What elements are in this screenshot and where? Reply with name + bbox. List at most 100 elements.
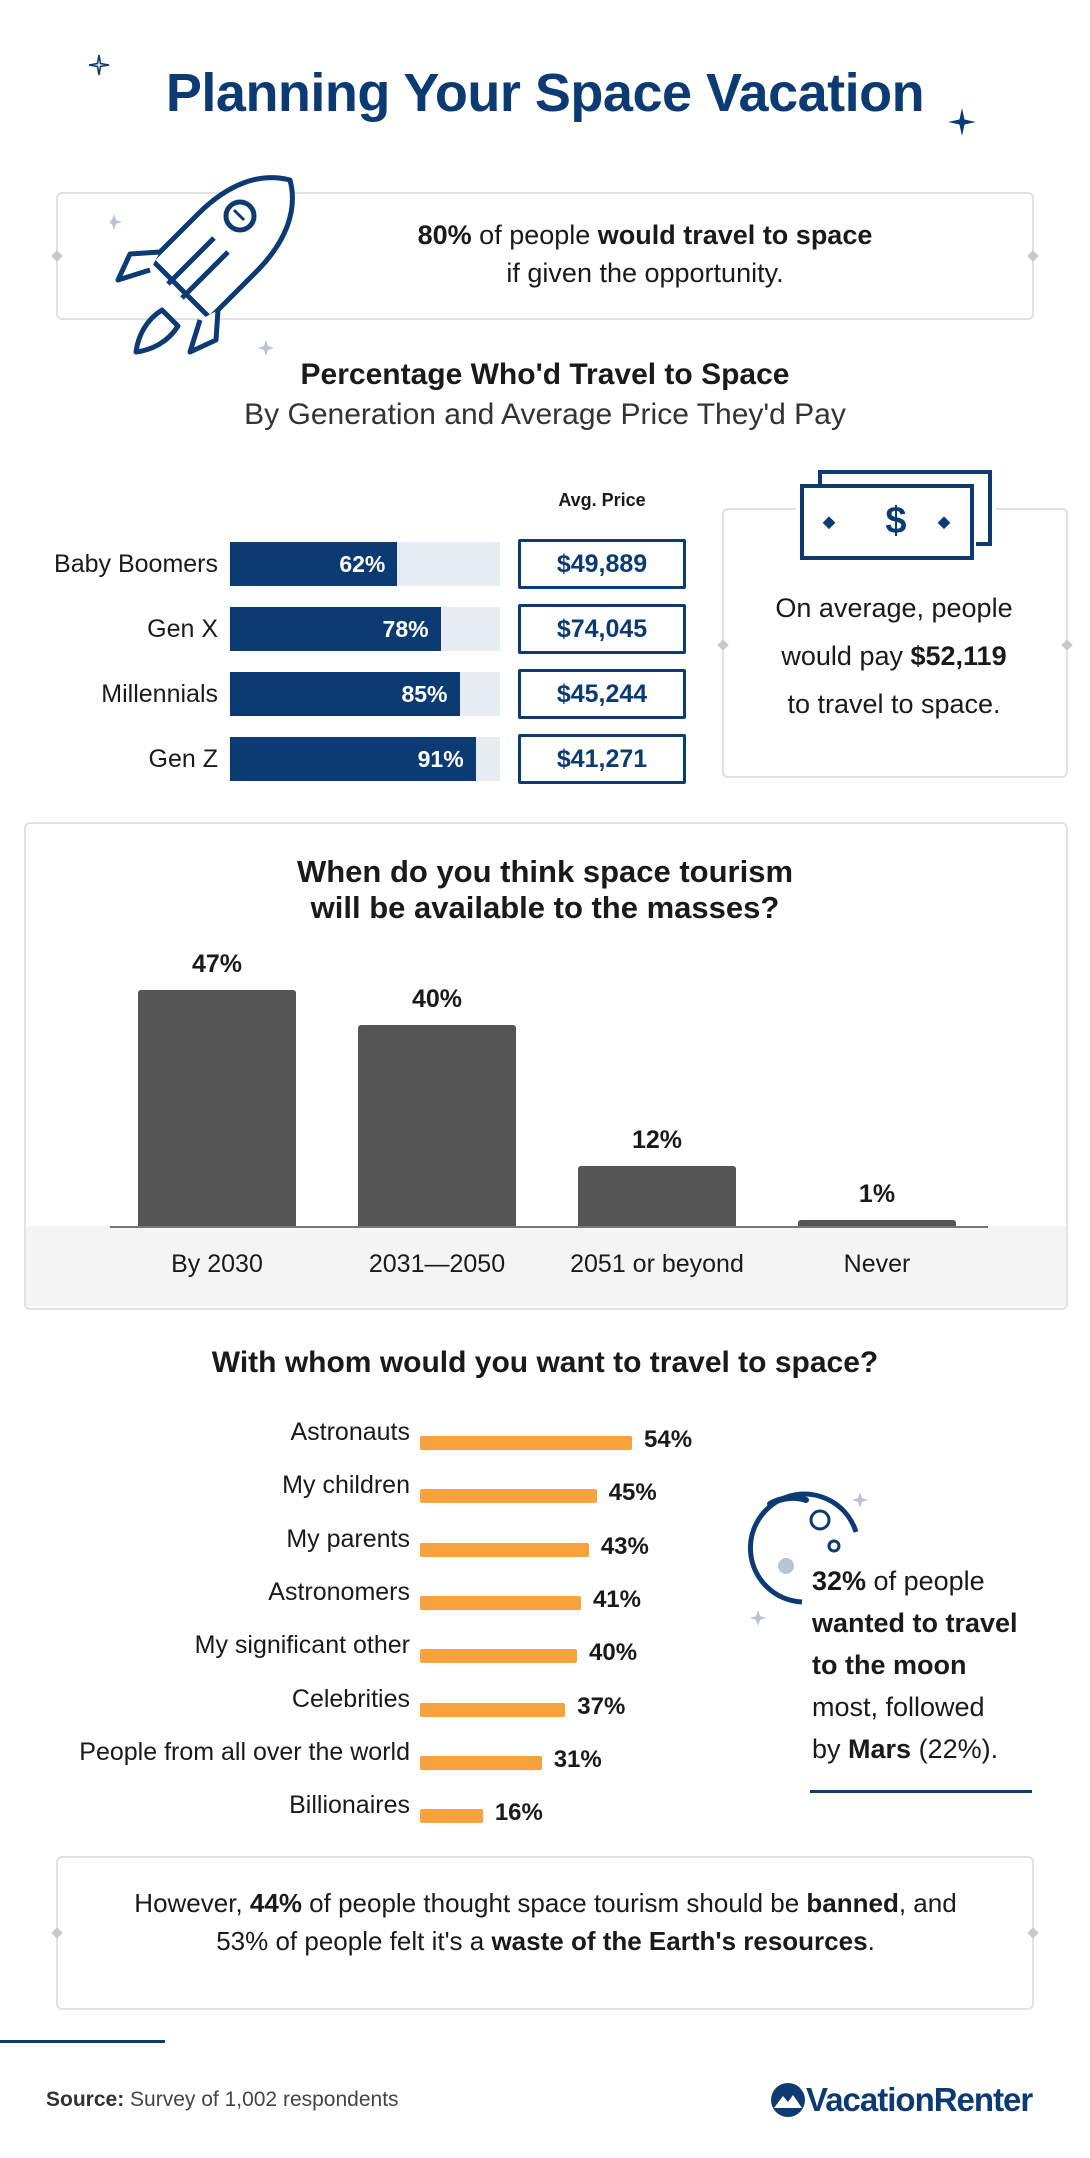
bottom-b2: banned [806,1888,899,1918]
companion-label: My significant other [194,1631,410,1660]
generation-label: Gen X [147,615,218,643]
source-label: Source: [46,2088,125,2111]
timeline-bar-value: 40% [411,985,463,1014]
companion-bar-value: 45% [608,1479,657,1507]
banner-statement: 80% of people would travel to space if g… [330,216,960,292]
companion-bar [420,1489,597,1504]
moon-bold2: to the moon [812,1650,967,1680]
generation-label: Millennials [101,680,218,708]
avg-note-line2: would pay [781,641,911,671]
companion-bar-value: 41% [592,1585,641,1613]
avg-note-line3: to travel to space. [787,689,1001,719]
timeline-bar-value: 47% [191,950,243,978]
companion-bar [420,1702,566,1717]
bottom-b3: waste of the Earth's resources [491,1926,868,1956]
timeline-category: 2031—2050 [368,1250,506,1278]
brand-name: VacationRenter [806,2081,1033,2118]
source-text: Survey of 1,002 respondents [124,2088,399,2111]
avg-price-value: $74,045 [518,604,686,654]
companion-bar-value: 43% [600,1532,649,1560]
bottom-statement: However, 44% of people thought space tou… [58,1884,1033,1960]
dollar-sign: $ [885,500,907,542]
moon-pre: of people [866,1566,985,1596]
bottom-p3: , and [898,1888,957,1918]
generation-bar-value: 78% [382,616,429,642]
companion-bar [420,1649,578,1664]
companion-bar [420,1809,483,1824]
bottom-p2: of people thought space tourism should b… [301,1888,807,1918]
banner-pct: 80% [417,220,472,250]
generation-chart-subtitle: By Generation and Average Price They'd P… [244,398,846,431]
generation-bar-value: 91% [417,746,464,772]
moon-bold1: wanted to travel [812,1608,1018,1638]
mountain-logo-icon [771,2083,805,2117]
companion-bar [420,1755,542,1770]
star-icon [948,108,976,136]
avg-price-header: Avg. Price [558,490,646,510]
avg-note-line1: On average, people [775,593,1013,623]
timeline-category: 2051 or beyond [570,1250,744,1278]
companion-bar [420,1595,581,1610]
timeline-chart-title: When do you think space tourism will be … [0,854,1090,926]
generation-bar-track: 62% [230,542,500,586]
source-divider [0,2040,165,2043]
timeline-category: By 2030 [171,1250,263,1278]
avg-price-value: $41,271 [518,734,686,784]
cash-icon [800,470,992,560]
companion-label: People from all over the world [79,1737,410,1766]
banner-text-mid: of people [471,220,598,250]
generation-bar-track: 78% [230,607,500,651]
moon-mars-pct: (22%). [911,1734,999,1764]
rocket-icon [110,175,295,356]
generation-bar-value: 85% [401,681,448,707]
moon-post1: most, followed [812,1692,985,1722]
avg-price-statement: On average, people would pay $52,119 to … [724,584,1064,728]
timeline-title-line2: will be available to the masses? [310,890,780,925]
generation-chart-title: Percentage Who'd Travel to Space [300,358,790,391]
banner-text-bold: would travel to space [597,220,873,250]
generation-label: Baby Boomers [54,550,218,578]
avg-price-value: $49,889 [518,539,686,589]
sparkle-icon [88,54,110,76]
timeline-bar-value: 12% [631,1125,683,1154]
companion-bar [420,1436,632,1450]
moon-mars: Mars [848,1734,912,1764]
avg-note-amount: $52,119 [910,641,1007,671]
generation-bar: 91% [230,737,476,781]
moon-icon [747,1491,868,1626]
timeline-bar [798,1220,956,1226]
bottom-note-box [51,1856,1039,2010]
avg-price-value: $45,244 [518,669,686,719]
companion-bar-value: 54% [644,1426,693,1453]
timeline-bar [358,1025,516,1226]
bottom-p5: . [867,1926,875,1956]
timeline-axis-band [26,1226,1066,1306]
bottom-p4: 53% of people felt it's a [216,1926,492,1956]
bottom-b1: 44% [249,1888,302,1918]
companion-bar [420,1542,589,1557]
generation-label: Gen Z [148,745,218,773]
page-title: Planning Your Space Vacation [165,63,925,123]
generation-bar: 85% [230,672,460,716]
banner-line2: if given the opportunity. [506,258,784,288]
companion-label: Astronauts [290,1418,410,1446]
generation-bar-value: 62% [339,551,386,577]
companion-label: Celebrities [291,1684,410,1713]
companion-bar-value: 31% [553,1745,602,1773]
companion-label: My parents [286,1524,410,1553]
generation-bar-track: 91% [230,737,500,781]
timeline-title-line1: When do you think space tourism [296,854,794,889]
moon-divider [810,1790,1032,1793]
bottom-p1: However, [134,1888,250,1918]
source-note: Source: Survey of 1,002 respondents [46,2088,399,2112]
generation-bar-track: 85% [230,672,500,716]
companion-label: Billionaires [289,1791,410,1820]
companion-bar-value: 40% [589,1639,638,1667]
timeline-category: Never [843,1250,911,1278]
companion-chart-title: With whom would you want to travel to sp… [211,1346,879,1379]
timeline-bar [138,990,296,1226]
companion-label: My children [282,1471,410,1500]
moon-post2: by [812,1734,849,1764]
companion-bar-value: 37% [577,1692,626,1720]
timeline-bar [578,1165,736,1226]
